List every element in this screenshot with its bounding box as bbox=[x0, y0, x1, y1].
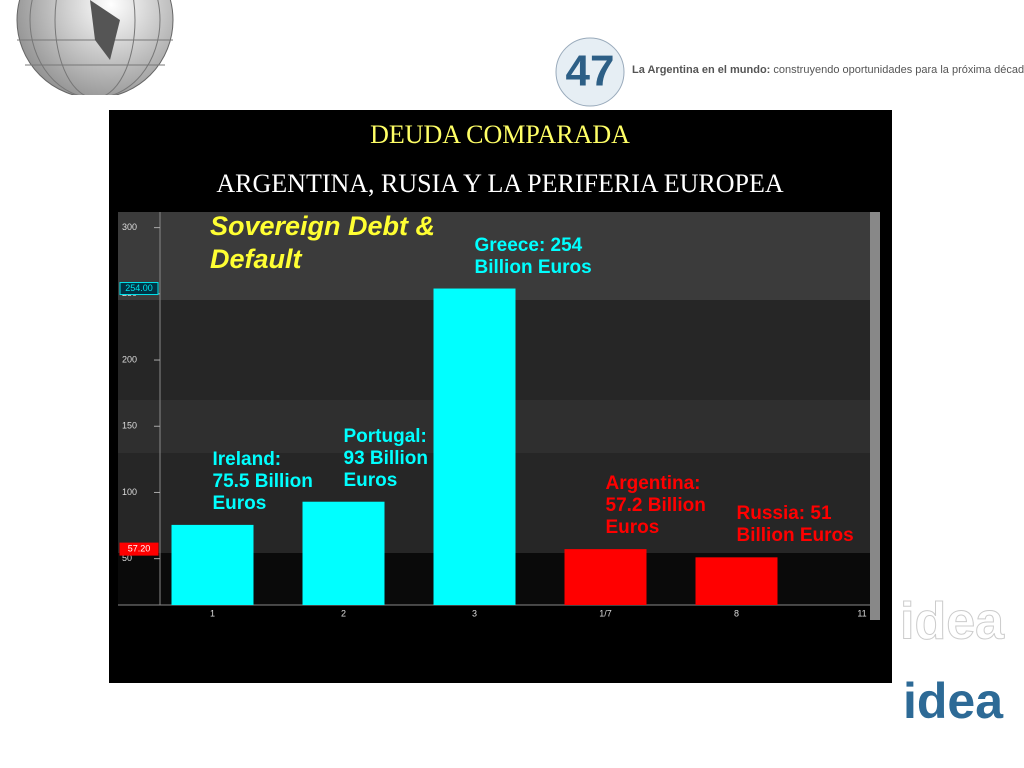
brand: idea bbox=[903, 673, 1004, 729]
bar bbox=[433, 288, 516, 605]
tagline-bold: La Argentina en el mundo: bbox=[632, 64, 770, 76]
x-tick-label: 2 bbox=[341, 608, 346, 618]
axis-marker bbox=[119, 282, 159, 296]
value-label-box: Russia: 51 Billion Euros bbox=[736, 503, 854, 547]
bar bbox=[564, 549, 647, 605]
x-tick-label: 1/7 bbox=[599, 608, 612, 618]
value-label: Russia: 51 Billion Euros bbox=[736, 503, 854, 547]
bar bbox=[171, 524, 254, 605]
slide-title: DEUDA COMPARADA bbox=[370, 120, 630, 149]
y-tick-label: 300 bbox=[122, 222, 137, 232]
x-tick-label: 8 bbox=[734, 608, 739, 618]
y-tick-label: 200 bbox=[122, 354, 137, 364]
globe-icon bbox=[16, 0, 174, 95]
y-tick-label: 150 bbox=[122, 421, 137, 431]
scrollbar bbox=[870, 212, 880, 620]
axis-marker-label: 254.00 bbox=[125, 283, 153, 293]
value-label: Greece: 254 Billion Euros bbox=[474, 234, 592, 278]
slide-subtitle: ARGENTINA, RUSIA Y LA PERIFERIA EUROPEA bbox=[216, 169, 783, 198]
value-label-box: Greece: 254 Billion Euros bbox=[474, 234, 592, 278]
y-tick-label: 100 bbox=[122, 487, 137, 497]
chart-title: Sovereign Debt & Default bbox=[210, 211, 436, 274]
brand-outline: idea bbox=[900, 593, 1005, 651]
value-label: Portugal: 93 Billion Euros bbox=[343, 425, 428, 491]
value-label: Ireland: 75.5 Billion Euros bbox=[212, 448, 313, 514]
band bbox=[118, 212, 880, 300]
x-tick-label: 1 bbox=[210, 608, 215, 618]
logo-number: 47 bbox=[566, 47, 615, 96]
value-label-box: Argentina: 57.2 Billion Euros bbox=[605, 473, 706, 539]
tagline-rest: construyendo oportunidades para la próxi… bbox=[773, 64, 1024, 76]
value-label-box: Portugal: 93 Billion Euros bbox=[343, 425, 428, 491]
axis-marker bbox=[119, 542, 159, 556]
bar bbox=[695, 557, 778, 605]
value-label: Argentina: 57.2 Billion Euros bbox=[605, 473, 706, 539]
logo-circle bbox=[555, 37, 625, 107]
x-tick-label: 3 bbox=[472, 608, 477, 618]
value-label-box: Ireland: 75.5 Billion Euros bbox=[212, 448, 313, 514]
y-tick-label: 50 bbox=[122, 553, 132, 563]
chart-title-box: Sovereign Debt & Default bbox=[210, 211, 436, 274]
axis-marker-label: 57.20 bbox=[128, 543, 151, 553]
tagline: La Argentina en el mundo: construyendo o… bbox=[632, 64, 1024, 76]
bar bbox=[302, 501, 385, 605]
x-tick-label: 11 bbox=[857, 608, 866, 618]
